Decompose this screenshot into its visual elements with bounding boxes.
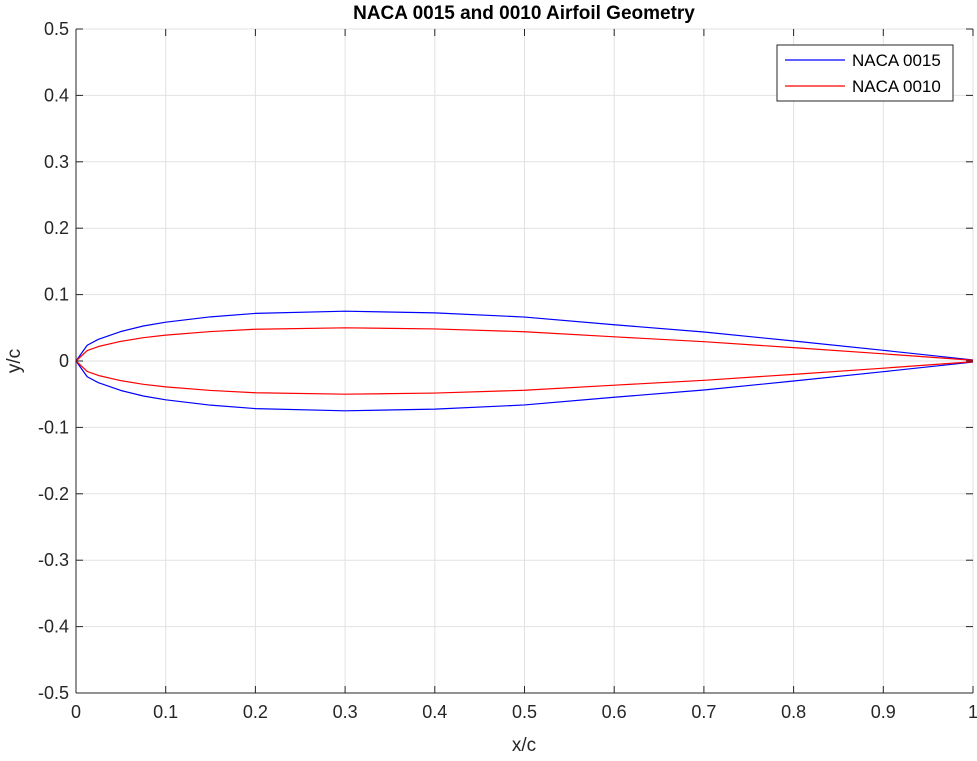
legend-box — [776, 44, 954, 102]
x-tick-label: 1 — [968, 702, 977, 722]
x-axis-label: x/c — [512, 735, 536, 756]
x-tick-label: 0.5 — [512, 702, 537, 722]
chart-title: NACA 0015 and 0010 Airfoil Geometry — [353, 3, 695, 24]
y-tick-label: -0.5 — [38, 683, 69, 703]
y-tick-label: 0.4 — [44, 85, 69, 105]
x-tick-label: 0.8 — [781, 702, 806, 722]
y-tick-label: 0.1 — [44, 285, 69, 305]
legend-label-naca-0010: NACA 0010 — [852, 77, 941, 96]
y-tick-label: -0.1 — [38, 417, 69, 437]
x-tick-label: 0.1 — [153, 702, 178, 722]
y-tick-label: -0.4 — [38, 617, 69, 637]
x-tick-label: 0.9 — [871, 702, 896, 722]
legend-label-naca-0015: NACA 0015 — [852, 51, 941, 70]
y-tick-label: -0.3 — [38, 550, 69, 570]
x-tick-label: 0.4 — [422, 702, 447, 722]
x-tick-label: 0.6 — [602, 702, 627, 722]
y-tick-label: 0.2 — [44, 218, 69, 238]
legend: NACA 0015 NACA 0010 — [776, 44, 954, 102]
x-tick-label: 0.7 — [691, 702, 716, 722]
y-tick-label: 0.3 — [44, 152, 69, 172]
x-tick-label: 0.3 — [333, 702, 358, 722]
x-tick-label: 0.2 — [243, 702, 268, 722]
y-tick-label: 0 — [59, 351, 69, 371]
x-tick-label: 0 — [71, 702, 81, 722]
y-axis-label: y/c — [4, 349, 25, 373]
y-tick-label: -0.2 — [38, 484, 69, 504]
ticks-layer: 0 0.1 0.2 0.3 0.4 0.5 0.6 0.7 0.8 0.9 1 -0.5 -0.4 -0.… — [38, 19, 977, 722]
y-tick-label: 0.5 — [44, 19, 69, 39]
